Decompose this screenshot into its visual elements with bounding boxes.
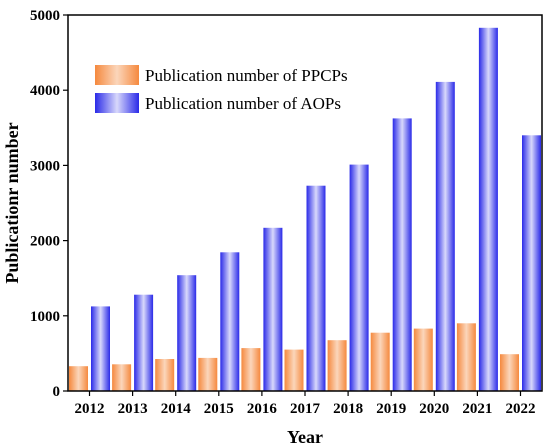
x-tick-label: 2014 bbox=[161, 401, 192, 417]
aops-bar-2014 bbox=[177, 275, 197, 391]
aops-bar-2019 bbox=[392, 118, 412, 392]
y-tick-label: 1000 bbox=[30, 309, 60, 325]
y-tick-label: 2000 bbox=[30, 234, 60, 250]
bars-layer bbox=[69, 27, 541, 392]
x-tick-label: 2015 bbox=[204, 401, 234, 417]
y-tick-label: 0 bbox=[53, 384, 61, 400]
legend: Publication number of PPCPs Publication n… bbox=[95, 65, 348, 113]
ppcps-bar-2012 bbox=[69, 366, 88, 391]
ppcps-bar-2016 bbox=[241, 348, 261, 391]
aops-bar-2017 bbox=[306, 185, 326, 391]
aops-bar-2018 bbox=[349, 164, 369, 391]
x-tick-label: 2018 bbox=[333, 401, 363, 417]
x-tick-label: 2013 bbox=[118, 401, 148, 417]
aops-bar-2020 bbox=[435, 81, 455, 392]
y-tick-label: 4000 bbox=[30, 83, 60, 99]
aops-bar-2021 bbox=[478, 27, 498, 392]
ppcps-bar-2014 bbox=[155, 359, 175, 391]
aops-bar-2012 bbox=[91, 306, 110, 391]
x-tick-label: 2019 bbox=[376, 401, 406, 417]
y-tick-label: 3000 bbox=[30, 158, 60, 174]
ppcps-bar-2019 bbox=[370, 332, 390, 391]
y-axis-title: Publicationr number bbox=[2, 122, 22, 283]
x-tick-label: 2022 bbox=[506, 401, 536, 417]
ppcps-bar-2018 bbox=[327, 340, 347, 391]
legend-swatch-ppcps bbox=[95, 65, 139, 85]
ppcps-bar-2013 bbox=[112, 364, 132, 391]
y-tick-label: 5000 bbox=[30, 8, 60, 24]
x-tick-label: 2017 bbox=[290, 401, 321, 417]
x-axis-title: Year bbox=[287, 427, 323, 447]
ppcps-bar-2020 bbox=[413, 328, 433, 391]
ppcps-bar-2021 bbox=[456, 323, 476, 391]
legend-label-aops: Publication number of AOPs bbox=[145, 94, 341, 113]
legend-label-ppcps: Publication number of PPCPs bbox=[145, 66, 348, 85]
aops-bar-2013 bbox=[134, 294, 154, 391]
x-tick-label: 2012 bbox=[75, 401, 105, 417]
aops-bar-2015 bbox=[220, 252, 240, 391]
ppcps-bar-2015 bbox=[198, 357, 218, 391]
ppcps-bar-2022 bbox=[500, 354, 519, 391]
ppcps-bar-2017 bbox=[284, 349, 304, 391]
aops-bar-2016 bbox=[263, 227, 283, 391]
legend-swatch-aops bbox=[95, 93, 139, 113]
aops-bar-2022 bbox=[522, 135, 541, 391]
x-tick-label: 2021 bbox=[462, 401, 492, 417]
x-tick-label: 2016 bbox=[247, 401, 278, 417]
ticks-layer: 2012 2013 2014 2015 2016 2017 2018 2019 2020 2021… bbox=[30, 8, 536, 417]
x-tick-label: 2020 bbox=[419, 401, 449, 417]
